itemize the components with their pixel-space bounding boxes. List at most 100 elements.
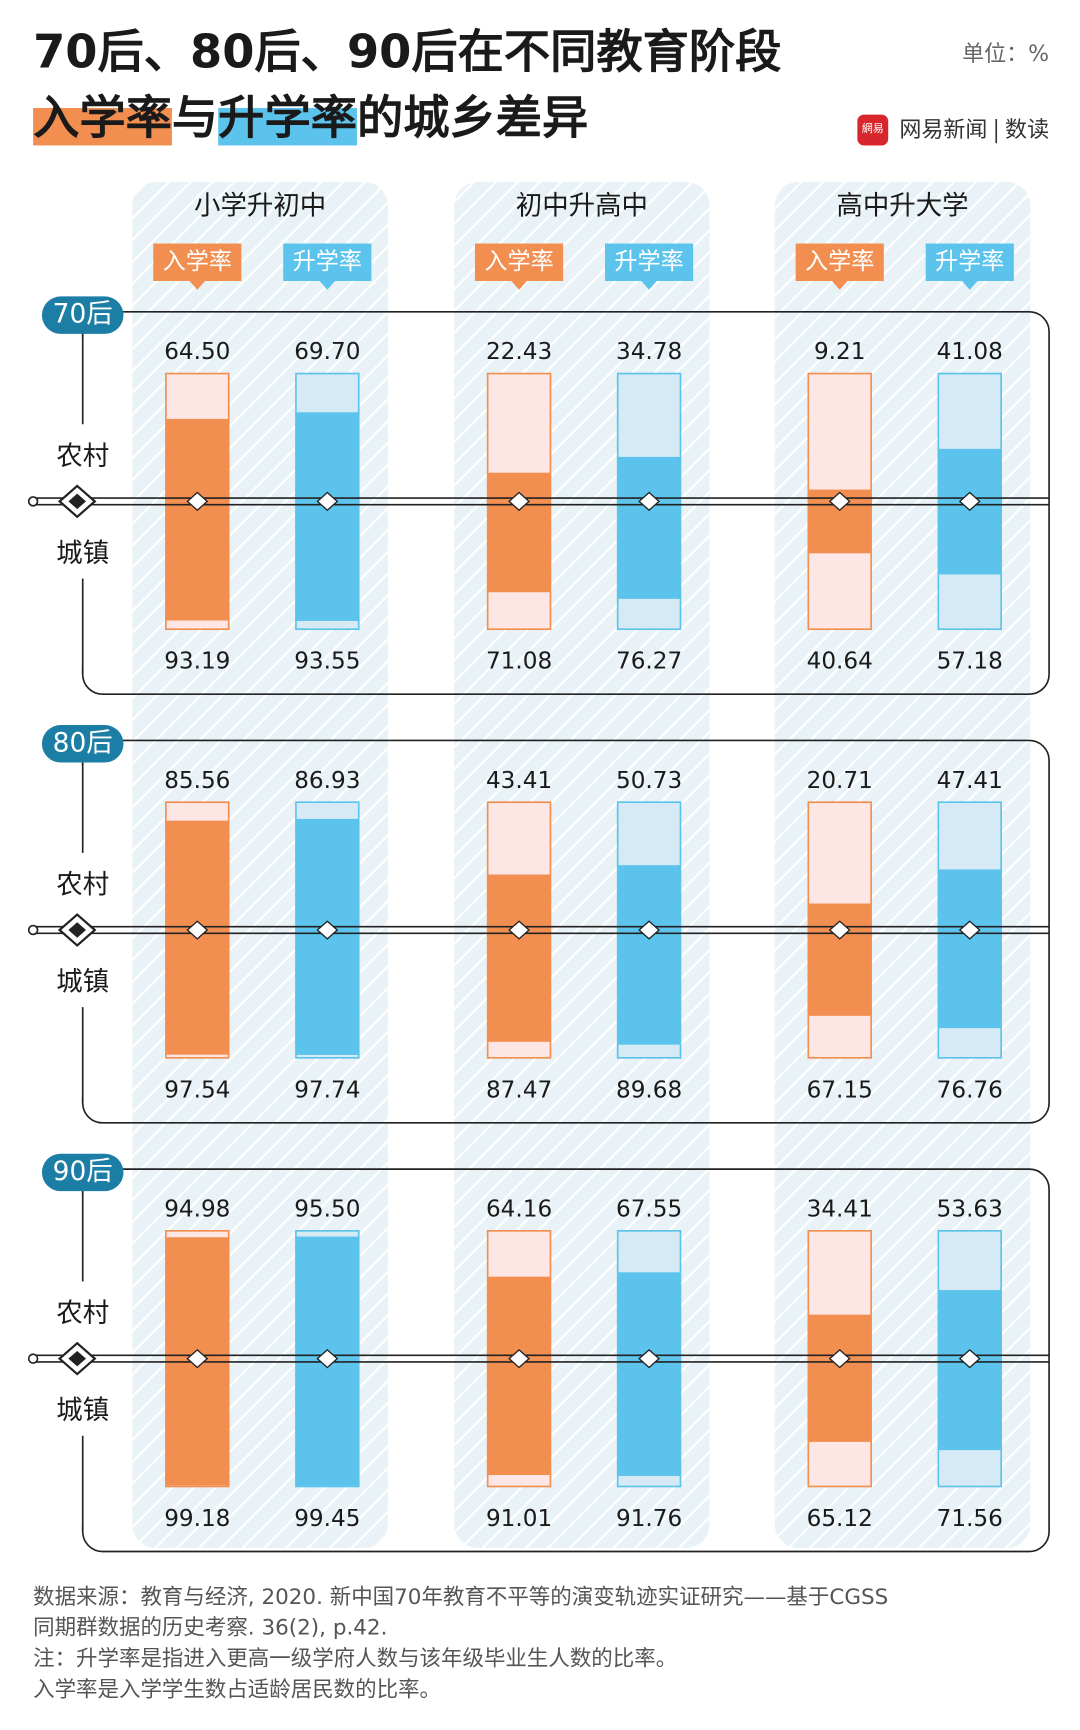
value-label: 20.71: [807, 768, 873, 794]
bar: [617, 501, 681, 599]
value-label: 64.16: [486, 1196, 552, 1222]
bar: [938, 501, 1002, 575]
bar-diamond: [638, 1348, 661, 1369]
cohort-label: 90后: [53, 1156, 113, 1187]
bar-outline: [616, 801, 682, 1059]
value-label: 67.15: [807, 1077, 873, 1103]
bar-outline: [165, 801, 230, 1059]
bar: [295, 1236, 359, 1359]
bar: [808, 930, 872, 1016]
bar-diamond: [186, 920, 209, 940]
legend-label: 入学率: [163, 249, 232, 275]
value-label: 91.76: [616, 1506, 682, 1532]
value-label: 94.98: [164, 1196, 230, 1222]
bar: [938, 930, 1002, 1029]
bar: [165, 1358, 229, 1486]
bar: [165, 820, 229, 931]
value-label: 67.55: [616, 1196, 682, 1222]
bar-diamond: [316, 920, 339, 940]
value-label: 71.08: [486, 649, 552, 675]
bar: [165, 501, 229, 621]
legend-label: 升学率: [614, 249, 683, 275]
legend-tag: [795, 243, 884, 281]
stage-label: 初中升高中: [516, 191, 648, 222]
value-label: 57.18: [937, 649, 1003, 675]
bar: [938, 1358, 1002, 1451]
source-text: 数据来源：教育与经济, 2020. 新中国70年教育不平等的演变轨迹实证研究——…: [33, 1585, 888, 1610]
legend-tag: [283, 243, 372, 281]
chart-title: 70后、80后、90后在不同教育阶段: [33, 25, 781, 79]
bar: [295, 501, 359, 621]
value-label: 47.41: [937, 768, 1003, 794]
bar: [295, 412, 359, 502]
bar-outline: [937, 372, 1002, 631]
value-label: 76.27: [616, 649, 682, 675]
chart-title-part: 入学率: [33, 91, 172, 145]
row-label: 农村: [56, 869, 109, 900]
bar-outline: [807, 801, 872, 1059]
bar-diamond: [958, 920, 981, 940]
title-highlight: [218, 107, 357, 146]
value-label: 76.76: [937, 1077, 1003, 1103]
bar-outline: [295, 1230, 360, 1488]
bar-outline: [486, 1230, 552, 1488]
row-label: 城镇: [56, 1395, 109, 1426]
bar-outline: [165, 1230, 230, 1488]
value-label: 97.74: [294, 1077, 360, 1103]
value-label: 97.54: [164, 1077, 230, 1103]
brand-name: 网易新闻: [899, 118, 987, 143]
bar: [295, 818, 359, 931]
divider-end: [27, 924, 39, 936]
bar-outline: [295, 801, 360, 1059]
value-label: 87.47: [486, 1077, 552, 1103]
value-label: 41.08: [937, 339, 1003, 365]
bar: [165, 418, 229, 502]
value-label: 93.19: [164, 649, 230, 675]
bar-outline: [616, 372, 682, 631]
row-label: 城镇: [56, 966, 109, 997]
bar-outline: [807, 1230, 872, 1488]
bar-outline: [937, 801, 1002, 1059]
value-label: 93.55: [294, 649, 360, 675]
title-highlight: [33, 107, 172, 146]
note-text: 注：升学率是指进入更高一级学府人数与该年级毕业生人数的比率。: [33, 1646, 677, 1671]
bar-diamond: [508, 491, 530, 512]
value-label: 71.56: [937, 1506, 1003, 1532]
bar: [617, 1272, 681, 1359]
bar-diamond: [186, 491, 209, 512]
legend-tag-pointer: [189, 280, 206, 290]
value-label: 95.50: [294, 1196, 360, 1222]
brand-section: 数读: [1005, 118, 1049, 143]
divider-diamond-core: [68, 493, 87, 510]
chart-title-part: 升学率: [218, 91, 357, 145]
bar-diamond: [316, 1348, 339, 1369]
legend-tag-pointer: [511, 280, 527, 290]
value-label: 89.68: [616, 1077, 682, 1103]
bar: [938, 1290, 1002, 1359]
value-label: 40.64: [807, 649, 873, 675]
bar-outline: [616, 1230, 682, 1488]
value-label: 69.70: [294, 339, 360, 365]
chart-title-part: 的城乡差异: [357, 91, 588, 145]
bar: [617, 865, 681, 931]
cohort-pill: [41, 725, 124, 763]
legend-label: 升学率: [935, 249, 1004, 275]
bar: [487, 1276, 551, 1359]
stage-label: 高中升大学: [836, 191, 968, 222]
cohort-pill: [41, 296, 124, 334]
bar-track: [808, 373, 872, 502]
cohort-pill: [41, 1153, 124, 1192]
bar-outline: [295, 372, 360, 631]
value-label: 43.41: [486, 768, 552, 794]
source-text: 同期群数据的历史考察. 36(2), p.42.: [33, 1616, 387, 1641]
value-label: 85.56: [164, 768, 230, 794]
value-label: 9.21: [814, 339, 866, 365]
row-label: 农村: [56, 441, 109, 472]
logo-box: [857, 114, 889, 146]
bar: [617, 930, 681, 1045]
legend-tag: [153, 243, 242, 281]
bar: [808, 1358, 872, 1442]
value-label: 99.45: [294, 1506, 360, 1532]
bar: [487, 501, 551, 593]
bar: [295, 1358, 359, 1486]
